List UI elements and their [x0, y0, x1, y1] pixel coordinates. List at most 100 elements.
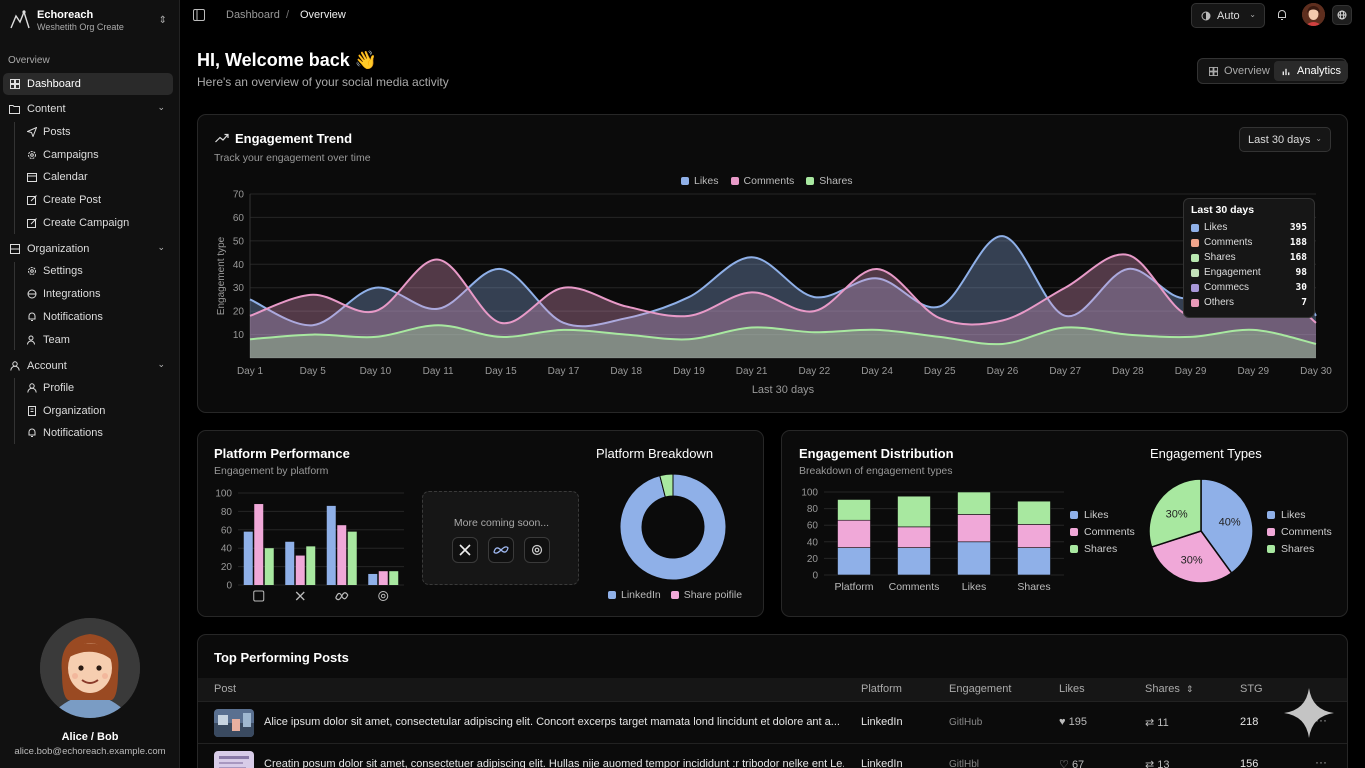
sidebar-item-label: Dashboard [27, 78, 81, 90]
sidebar-item-posts[interactable]: Posts [22, 122, 172, 142]
types-legend: Likes Comments Shares [1267, 506, 1332, 557]
sidebar-item-account-notifications[interactable]: Notifications [22, 423, 172, 443]
post-platform: LinkedIn [861, 716, 903, 728]
legend-item: Shares [1070, 540, 1135, 557]
column-header-platform[interactable]: Platform [861, 683, 902, 695]
sidebar-item-create-campaign[interactable]: Create Campaign [22, 213, 172, 233]
series-area-comments [250, 254, 1316, 358]
tooltip-value: 168 [1289, 252, 1307, 263]
engagement-trend-card: Engagement Trend Track your engagement o… [197, 114, 1348, 413]
monitor-icon [1201, 11, 1211, 20]
sidebar-item-account-organization[interactable]: Organization [22, 401, 172, 421]
x-tick-label: Day 10 [360, 366, 392, 377]
x-tick-label: Day 28 [1112, 366, 1144, 377]
brand-subtitle: Weshetith Org Create [37, 22, 124, 32]
user-icon [26, 383, 37, 394]
sidebar-item-integrations[interactable]: Integrations [22, 284, 172, 304]
tooltip-value: 30 [1295, 282, 1307, 293]
platform-performance-chart[interactable]: 0 20 40 60 80 100 [198, 481, 413, 606]
sidebar-item-team[interactable]: Team [22, 330, 172, 350]
sidebar-item-label: Create Campaign [43, 217, 130, 229]
meta-logo-icon [493, 546, 509, 554]
tooltip-value: 7 [1301, 297, 1307, 308]
legend-item: Likes [681, 175, 719, 187]
column-header-stg[interactable]: STG [1240, 683, 1263, 695]
card-title: Engagement Distribution [799, 446, 954, 461]
y-tick-label: 100 [215, 489, 232, 500]
meta-platform-button[interactable] [488, 537, 514, 563]
stacked-bar-segment [897, 526, 931, 548]
sidebar-item-create-post[interactable]: Create Post [22, 190, 172, 210]
tooltip-row: Others 7 [1191, 295, 1307, 310]
card-subtitle: Track your engagement over time [214, 152, 371, 164]
sidebar-group-content[interactable]: Content ⌄ [3, 98, 173, 120]
engagement-types-chart[interactable]: 40% 30% 30% [1147, 477, 1255, 585]
send-icon [26, 127, 37, 138]
engagement-distribution-card: Engagement Distribution Breakdown of eng… [781, 430, 1348, 617]
threads-logo-icon [378, 591, 389, 601]
tooltip-label: Commecs [1204, 282, 1250, 293]
table-row[interactable]: Creatin posum dolor sit amet, consectetu… [198, 743, 1347, 768]
tab-analytics[interactable]: Analytics [1274, 61, 1349, 81]
avatar[interactable] [40, 618, 140, 718]
column-header-engagement[interactable]: Engagement [949, 683, 1012, 695]
nav-group-label: Overview [8, 55, 50, 66]
sidebar-toggle-icon[interactable] [193, 9, 205, 21]
bar [254, 504, 264, 585]
tooltip-row: Likes 395 [1191, 220, 1307, 235]
sidebar-item-label: Integrations [43, 288, 101, 300]
brand-switcher[interactable]: Echoreach Weshetith Org Create ⇕ [8, 8, 173, 34]
y-tick-label: 40 [221, 544, 233, 555]
sidebar-item-notifications[interactable]: Notifications [22, 307, 172, 327]
x-tick-label: Day 29 [1237, 366, 1269, 377]
chevron-down-icon: ⌄ [157, 359, 165, 369]
x-tick-label: Day 25 [924, 366, 956, 377]
breadcrumb-dashboard[interactable]: Dashboard [226, 9, 280, 21]
more-icon[interactable]: ··· [1315, 755, 1327, 768]
sidebar-item-dashboard[interactable]: Dashboard [3, 73, 173, 95]
chevron-down-icon: ⌄ [157, 242, 165, 252]
x-tick-label: Day 22 [799, 366, 831, 377]
building-icon [26, 406, 37, 417]
date-range-value: Last 30 days [1248, 133, 1311, 146]
page-subtitle: Here's an overview of your social media … [197, 75, 449, 89]
sidebar-group-organization[interactable]: Organization ⌄ [3, 238, 173, 260]
page-title: HI, Welcome back 👋 [197, 50, 378, 70]
tooltip-label: Comments [1204, 237, 1253, 248]
threads-platform-button[interactable] [524, 537, 550, 563]
user-avatar[interactable] [1302, 3, 1325, 26]
settings-button[interactable] [1332, 5, 1352, 25]
column-header-shares[interactable]: Shares ⇕ [1145, 683, 1194, 695]
engagement-distribution-chart[interactable]: 0 20 40 60 80 100 Platform Comments Likes Shares [782, 481, 1072, 596]
sidebar-item-campaigns[interactable]: Campaigns [22, 145, 172, 165]
nav-tree-line [14, 378, 15, 444]
bar [347, 531, 357, 585]
x-platform-button[interactable] [452, 537, 478, 563]
sidebar-item-label: Organization [43, 405, 106, 417]
pie-data-label: 30% [1166, 508, 1188, 520]
sidebar-item-settings[interactable]: Settings [22, 261, 172, 281]
column-header-post[interactable]: Post [214, 683, 237, 695]
sidebar-item-profile[interactable]: Profile [22, 378, 172, 398]
sidebar-item-label: Campaigns [43, 149, 99, 161]
y-tick-label: 80 [221, 507, 233, 518]
tab-overview[interactable]: Overview [1202, 61, 1277, 81]
sidebar-group-label: Content [27, 103, 66, 115]
tooltip-swatch [1191, 298, 1199, 307]
card-title: Top Performing Posts [214, 650, 349, 665]
sidebar-group-account[interactable]: Account ⌄ [3, 355, 173, 377]
date-range-select[interactable]: Last 30 days ⌄ [1239, 127, 1331, 152]
engagement-trend-chart[interactable]: 10 20 30 40 50 60 70 Day 1 Day 5 Day 10 Day 11 Day … [198, 180, 1349, 405]
theme-select[interactable]: Auto ⌄ [1191, 3, 1265, 28]
platform-breakdown-chart[interactable] [618, 471, 728, 583]
heart-icon: ♥ [1059, 716, 1066, 728]
y-tick-label: 70 [233, 190, 245, 201]
column-header-likes[interactable]: Likes [1059, 683, 1085, 695]
bar [378, 571, 388, 585]
sidebar-item-calendar[interactable]: Calendar [22, 167, 172, 187]
bell-icon[interactable] [1276, 9, 1288, 21]
pie-slice [1200, 478, 1254, 575]
table-row[interactable]: Alice ipsum dolor sit amet, consectetula… [198, 701, 1347, 743]
tooltip-label: Engagement [1204, 267, 1261, 278]
meta-logo-icon [335, 592, 349, 601]
